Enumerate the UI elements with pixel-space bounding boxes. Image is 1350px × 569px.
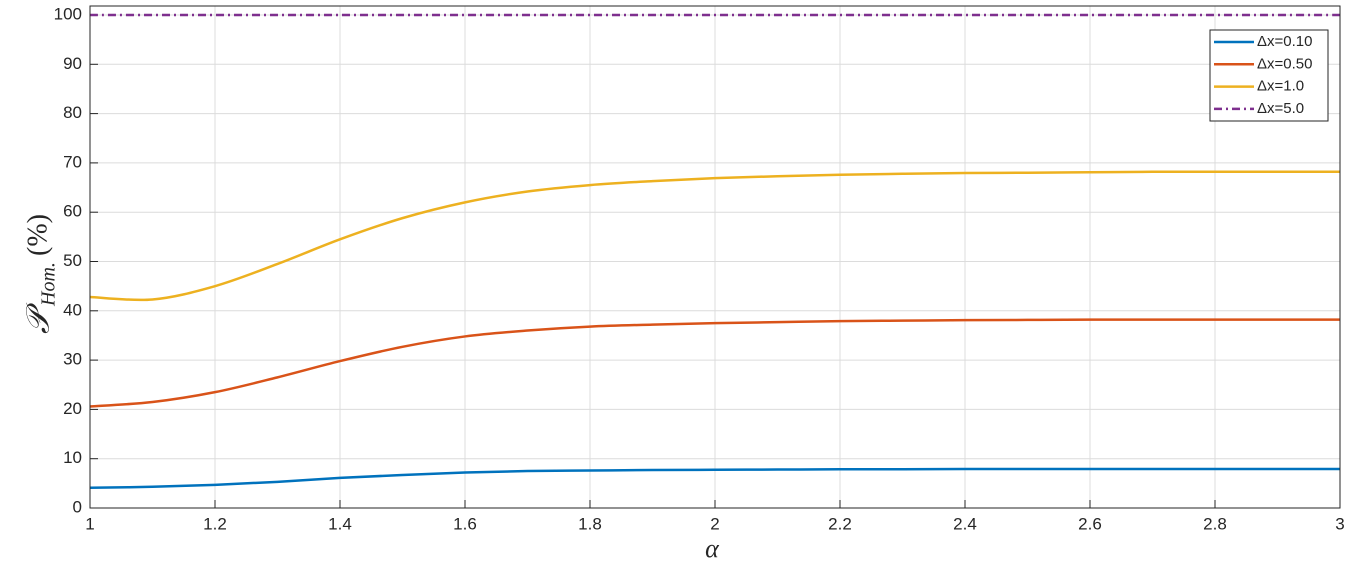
- y-tick-label: 20: [63, 399, 82, 418]
- y-tick-label: 70: [63, 152, 82, 171]
- y-tick-label: 50: [63, 251, 82, 270]
- y-tick-label: 90: [63, 54, 82, 73]
- legend-box: [1209, 29, 1329, 122]
- legend-label: Δx=5.0: [1257, 100, 1304, 117]
- x-tick-label: 3: [1335, 514, 1344, 533]
- x-tick-label: 1: [85, 514, 94, 533]
- y-axis-label-unit: (%): [22, 214, 53, 256]
- y-tick-label: 0: [73, 497, 82, 516]
- y-tick-label: 100: [54, 4, 82, 23]
- x-tick-label: 2.2: [828, 514, 852, 533]
- legend-label: Δx=1.0: [1257, 78, 1304, 95]
- series-line: [89, 318, 1340, 408]
- y-tick-label: 30: [63, 350, 82, 369]
- x-tick-label: 2.8: [1203, 514, 1227, 533]
- x-tick-label: 2: [710, 514, 719, 533]
- series-line: [89, 170, 1340, 302]
- series-line: [89, 467, 1340, 490]
- y-axis-label-subscript: Hom.: [38, 262, 60, 307]
- y-tick-label: 60: [63, 202, 82, 221]
- x-axis-label: α: [705, 534, 720, 563]
- plot-frame: [89, 5, 1341, 509]
- legend: Δx=0.10 Δx=0.50 Δx=1.0 Δx=5.0: [1209, 29, 1329, 122]
- x-tick-label: 2.6: [1078, 514, 1102, 533]
- y-tick-label: 10: [63, 448, 82, 467]
- x-tick-label: 2.4: [953, 514, 977, 533]
- legend-label: Δx=0.50: [1257, 55, 1312, 72]
- x-tick-label: 1.6: [453, 514, 477, 533]
- x-tick-label: 1.4: [328, 514, 352, 533]
- x-tick-label: 1.2: [203, 514, 227, 533]
- x-tick-label: 1.8: [578, 514, 602, 533]
- y-tick-label: 80: [63, 103, 82, 122]
- legend-label: Δx=0.10: [1257, 33, 1312, 50]
- y-tick-label: 40: [63, 300, 82, 319]
